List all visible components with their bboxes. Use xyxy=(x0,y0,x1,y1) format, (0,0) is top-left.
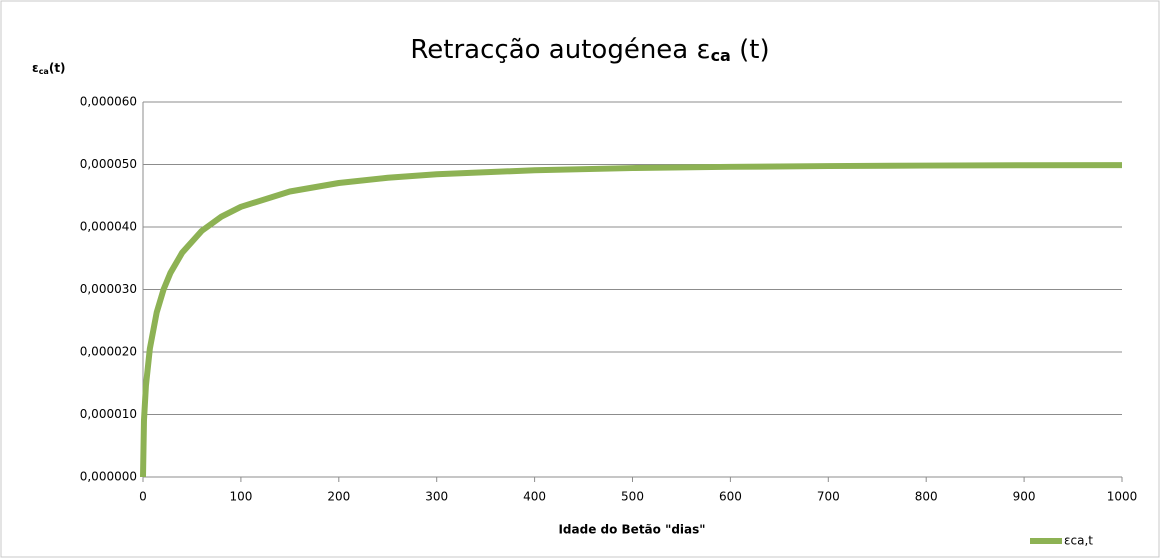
y-tick-label: 0,000020 xyxy=(80,345,137,359)
y-label-main: ε xyxy=(32,61,39,75)
y-label-sub: ca xyxy=(39,67,49,76)
y-axis-label: εca(t) xyxy=(32,61,66,76)
x-tick-label: 600 xyxy=(719,490,742,504)
y-tick-label: 0,000030 xyxy=(80,282,137,296)
y-tick-label: 0,000010 xyxy=(80,407,137,421)
title-sub: ca xyxy=(711,46,731,65)
x-tick-label: 500 xyxy=(621,490,644,504)
legend-label: εca,t xyxy=(1064,534,1093,548)
data-line xyxy=(140,162,1123,478)
title-end: (t) xyxy=(731,35,770,65)
chart-title: Retracção autogénea εca (t) xyxy=(410,35,769,65)
x-tick-label: 900 xyxy=(1013,490,1036,504)
title-main: Retracção autogénea ε xyxy=(410,35,710,65)
x-tick-label: 100 xyxy=(229,490,252,504)
y-tick-label: 0,000060 xyxy=(80,95,137,109)
y-tick-label: 0,000050 xyxy=(80,157,137,171)
x-tick-label: 300 xyxy=(425,490,448,504)
x-tick-label: 400 xyxy=(523,490,546,504)
x-tick-label: 1000 xyxy=(1107,490,1138,504)
x-tick-label: 800 xyxy=(915,490,938,504)
y-label-end: (t) xyxy=(49,61,66,75)
x-tick-label: 700 xyxy=(817,490,840,504)
y-tick-label: 0,000000 xyxy=(80,470,137,484)
y-tick-label: 0,000040 xyxy=(80,220,137,234)
x-tick-label: 0 xyxy=(139,490,147,504)
x-tick-label: 200 xyxy=(327,490,350,504)
x-axis-label: Idade do Betão "dias" xyxy=(558,523,705,537)
